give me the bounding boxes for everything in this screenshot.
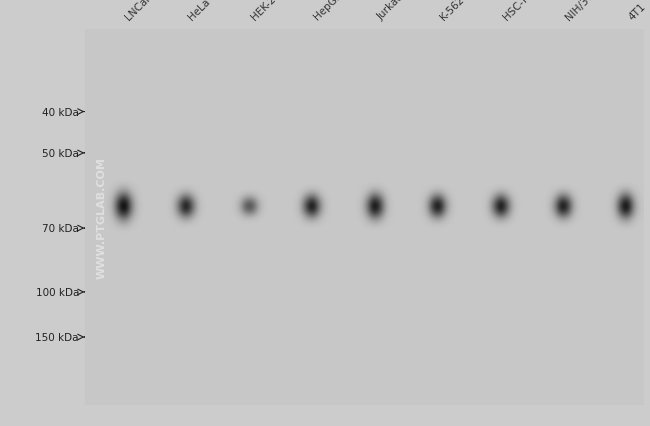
Text: 4T1: 4T1	[627, 2, 647, 22]
Text: 70 kDa: 70 kDa	[42, 224, 79, 233]
Text: HeLa: HeLa	[187, 0, 212, 22]
Text: 50 kDa: 50 kDa	[42, 149, 79, 158]
Text: K-562: K-562	[438, 0, 466, 22]
Text: 40 kDa: 40 kDa	[42, 107, 79, 117]
Text: 100 kDa: 100 kDa	[36, 287, 79, 297]
Text: HEK-293: HEK-293	[250, 0, 287, 22]
Text: LNCaP: LNCaP	[124, 0, 155, 22]
Text: WWW.PTGLAB.COM: WWW.PTGLAB.COM	[96, 156, 106, 278]
Text: HSC-T6: HSC-T6	[501, 0, 534, 22]
Text: HepG2: HepG2	[312, 0, 344, 22]
Text: NIH/3T3: NIH/3T3	[564, 0, 600, 22]
Text: Jurkat: Jurkat	[375, 0, 404, 22]
Text: 150 kDa: 150 kDa	[35, 332, 79, 342]
